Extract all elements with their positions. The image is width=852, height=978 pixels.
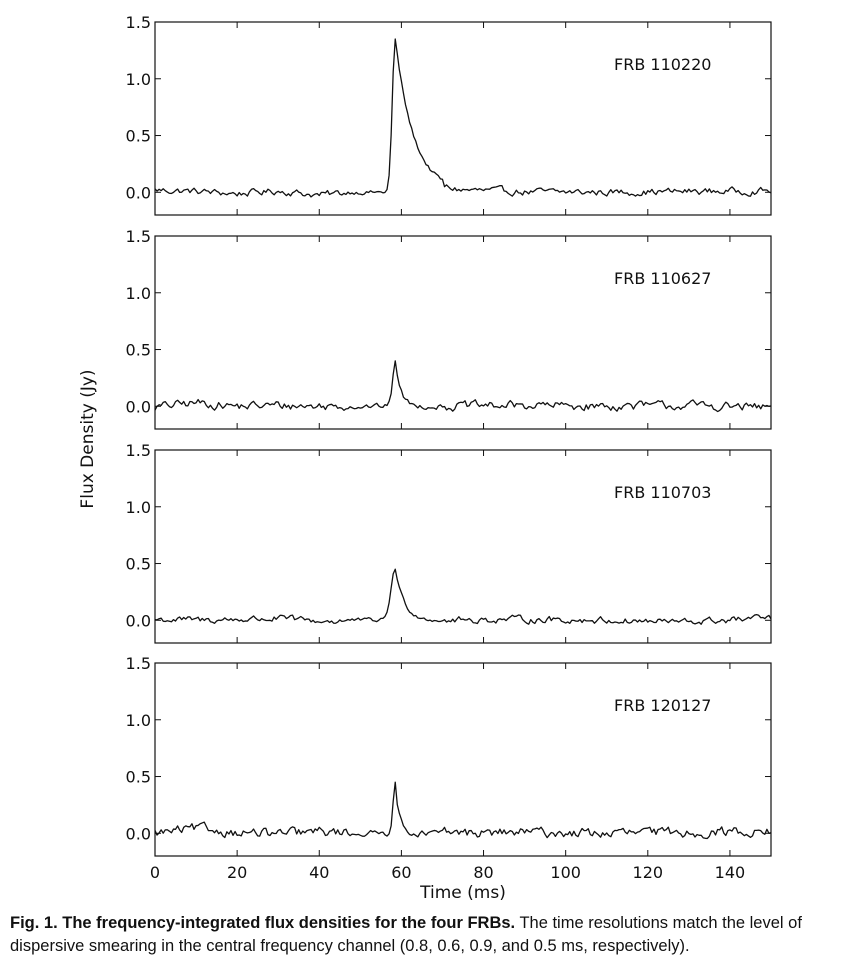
panel-label: FRB 110627 <box>614 269 711 288</box>
x-tick-label: 60 <box>391 863 411 882</box>
panel-frame <box>154 235 772 430</box>
x-tick-label: 120 <box>633 863 664 882</box>
x-tick-label: 40 <box>309 863 329 882</box>
y-tick-label: 0.0 <box>126 824 151 843</box>
x-tick-label: 140 <box>715 863 746 882</box>
y-tick-label: 1.0 <box>126 284 151 303</box>
panel-2: 0.0 0.5 1.0 1.5 FRB 110627 <box>126 227 772 430</box>
panel-frame <box>154 449 772 644</box>
x-axis-title: Time (ms) <box>419 883 506 900</box>
y-tick-label: 0.0 <box>126 611 151 630</box>
x-tick-label: 20 <box>227 863 247 882</box>
y-axis-title: Flux Density (Jy) <box>78 369 98 508</box>
panel-label: FRB 110703 <box>614 483 711 502</box>
panel-label: FRB 110220 <box>614 55 711 74</box>
series-line <box>154 568 772 625</box>
y-tick-label: 1.5 <box>126 227 151 246</box>
figure-caption: Fig. 1. The frequency-integrated flux de… <box>10 912 846 958</box>
panel-frame <box>154 662 772 857</box>
y-tick-label: 0.5 <box>126 555 151 574</box>
y-tick-label: 1.5 <box>126 441 151 460</box>
y-tick-label: 0.5 <box>126 341 151 360</box>
series-line <box>154 781 772 840</box>
figure: 0.0 0.5 1.0 1.5 FRB 110220 0.0 0.5 1.0 1.5 FRB 11… <box>78 13 772 900</box>
y-tick-label: 0.5 <box>126 127 151 146</box>
panel-3: 0.0 0.5 1.0 1.5 FRB 110703 <box>126 441 772 644</box>
x-tick-label: 100 <box>550 863 581 882</box>
x-tick-label: 80 <box>473 863 493 882</box>
y-tick-label: 1.5 <box>126 13 151 32</box>
y-tick-label: 1.0 <box>126 498 151 517</box>
panel-frame <box>154 21 772 216</box>
flux-density-chart: 0.0 0.5 1.0 1.5 FRB 110220 0.0 0.5 1.0 1.5 FRB 11… <box>78 13 772 900</box>
y-tick-label: 1.0 <box>126 711 151 730</box>
y-tick-label: 1.5 <box>126 654 151 673</box>
caption-text: The time resolutions match the level of … <box>10 914 802 955</box>
panel-label: FRB 120127 <box>614 696 711 715</box>
caption-title: Fig. 1. The frequency-integrated flux de… <box>10 914 516 932</box>
y-tick-label: 0.0 <box>126 397 151 416</box>
series-line <box>154 360 772 413</box>
y-tick-label: 0.0 <box>126 183 151 202</box>
y-tick-label: 0.5 <box>126 768 151 787</box>
panel-4: 0.0 0.5 1.0 1.5 FRB 120127 <box>126 654 772 857</box>
panel-1: 0.0 0.5 1.0 1.5 FRB 110220 <box>126 13 772 216</box>
x-tick-label: 0 <box>150 863 160 882</box>
series-line <box>154 38 772 198</box>
y-tick-label: 1.0 <box>126 70 151 89</box>
